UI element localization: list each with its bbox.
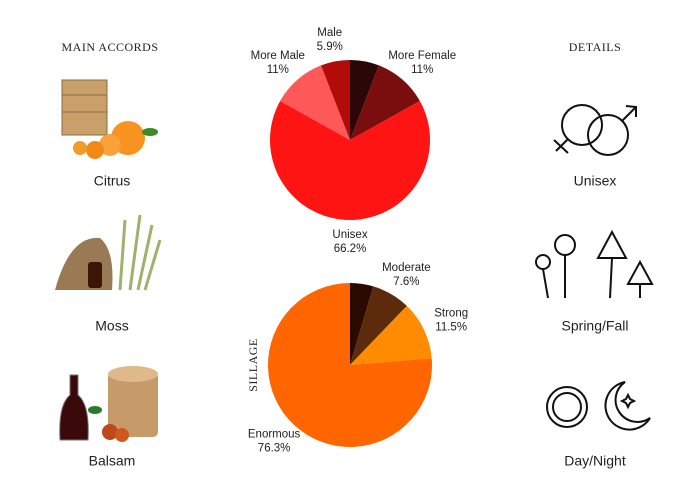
slice-label: Strong [434,307,468,319]
balsam-image [59,366,158,442]
slice-value: 11% [411,64,433,76]
slice-label: More Female [388,50,456,62]
pie-slice [350,283,374,365]
slice-label: Enormous [248,429,301,441]
pie-slice [321,60,350,140]
detail-label: Spring/Fall [562,318,629,334]
detail-label: Unisex [574,173,617,189]
season-icon [535,229,654,299]
pie-slice [350,65,420,140]
pie-slice [350,305,432,365]
day-night-icon [546,381,651,431]
detail-label: Day/Night [564,453,626,469]
accord-label: Balsam [89,453,136,469]
slice-value: 66.2% [334,243,367,255]
slice-value: 7.6% [393,276,419,288]
slice-value: 11.5% [435,321,467,333]
slice-label: Moderate [382,262,431,274]
slice-label: Unisex [332,229,367,241]
moss-image [55,214,162,291]
slice-label: More Male [251,50,305,62]
unisex-icon [553,104,637,156]
citrus-image [61,79,158,159]
accord-label: Moss [95,318,128,334]
pie-slice [280,65,350,140]
slice-value: 76.3% [258,443,291,455]
section-heading: DETAILS [569,40,622,54]
pie-slice [350,286,407,365]
pie-slice [350,60,379,140]
chart-title: SILLAGE [246,338,260,392]
accord-label: Citrus [94,173,131,189]
pie-slice [268,283,432,448]
slice-label: Male [317,27,342,39]
section-heading: MAIN ACCORDS [61,40,158,54]
slice-value: 11% [267,64,289,76]
pie-slice [270,101,430,220]
slice-value: 5.9% [317,41,343,53]
